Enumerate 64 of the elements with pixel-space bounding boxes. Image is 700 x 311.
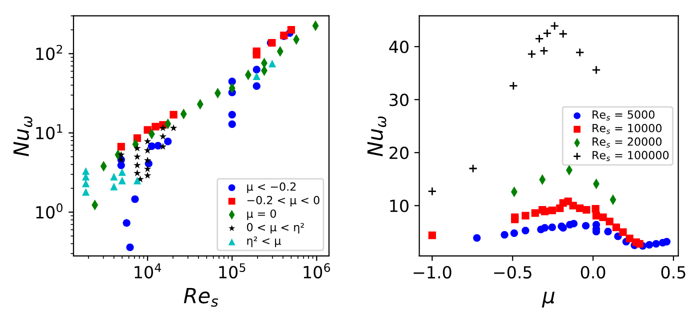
point xyxy=(606,218,614,226)
x-tick-label: 0.0 xyxy=(580,266,606,279)
x-tick-label: 10$^{5}$ xyxy=(219,263,246,278)
legend-label: Re$_{s}$ = 20000 xyxy=(592,137,662,148)
y-tick-label: 10$^{0}$ xyxy=(36,203,62,219)
point xyxy=(662,238,671,246)
point xyxy=(508,81,518,90)
y-tick-label: 30 xyxy=(390,94,408,106)
point xyxy=(612,224,620,232)
point xyxy=(550,21,560,30)
point xyxy=(599,213,607,222)
point xyxy=(582,222,590,230)
x-axis-title: μ xyxy=(542,292,555,308)
point xyxy=(542,28,552,38)
legend-label: Re$_{s}$ = 10000 xyxy=(592,124,662,134)
point xyxy=(626,234,634,242)
x-tick-label: 0.5 xyxy=(661,266,686,279)
point xyxy=(522,212,530,220)
point xyxy=(531,209,539,217)
x-tick-label: −0.5 xyxy=(494,266,532,279)
point xyxy=(468,164,478,173)
x-tick-label: −1.0 xyxy=(414,266,452,279)
x-tick-label: 10$^{4}$ xyxy=(134,263,162,278)
point xyxy=(428,231,436,240)
point xyxy=(500,230,508,239)
y-axis-title: Nu$_{ω}$ xyxy=(14,116,32,156)
legend-label: Re$_{s}$ = 5000 xyxy=(592,110,654,121)
point xyxy=(522,226,530,234)
point xyxy=(473,234,481,242)
point xyxy=(548,224,556,232)
legend-label: 0 < μ < η² xyxy=(246,222,304,234)
point xyxy=(527,50,536,59)
legend-label: η² < μ xyxy=(247,236,281,248)
y-axis-title: Nu$_{ω}$ xyxy=(367,116,386,156)
point xyxy=(619,228,627,236)
point xyxy=(592,204,600,213)
y-tick-label: 10$^{1}$ xyxy=(36,124,62,140)
legend-label: μ < −0.2 xyxy=(247,182,296,193)
point xyxy=(558,29,568,38)
point xyxy=(510,229,518,237)
legend-label: μ = 0 xyxy=(247,209,276,220)
point xyxy=(592,65,601,74)
y-tick-label: 40 xyxy=(389,40,408,54)
legend-label: Re$_{s}$ = 100000 xyxy=(592,150,669,162)
point xyxy=(652,240,660,248)
point xyxy=(582,206,590,214)
point xyxy=(539,46,548,56)
point xyxy=(548,206,556,214)
y-tick-label: 10$^{2}$ xyxy=(36,44,62,60)
point xyxy=(575,48,584,57)
point xyxy=(570,220,578,228)
x-axis-title: Re$_{s}$ xyxy=(184,288,218,307)
point xyxy=(540,224,549,232)
point xyxy=(540,208,549,216)
point xyxy=(604,228,612,236)
y-tick-label: 20 xyxy=(390,146,408,160)
point xyxy=(636,240,644,248)
point xyxy=(534,34,544,44)
point xyxy=(511,216,519,224)
y-tick-label: 10 xyxy=(390,200,408,212)
x-tick-label: 10$^{6}$ xyxy=(304,263,330,278)
point xyxy=(428,186,437,196)
legend-label: −0.2 < μ < 0 xyxy=(247,196,320,206)
point xyxy=(646,241,654,249)
